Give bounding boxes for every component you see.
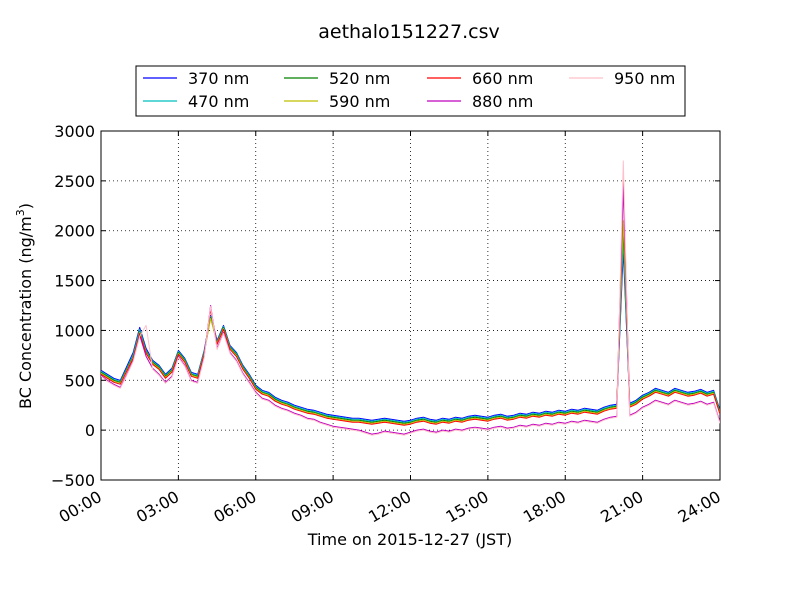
x-tick-label: 06:00 — [210, 487, 259, 527]
plot-area: −500 0 500 1000 1500 2000 2500 3000 00:00 03:00 0… — [51, 122, 724, 527]
y-axis-label-main: BC Concentration (ng/m — [16, 216, 35, 409]
series-line-950-nm — [101, 160, 720, 436]
legend-label: 470 nm — [188, 92, 249, 111]
y-tick-label: 3000 — [54, 122, 95, 141]
legend: 370 nm 470 nm 520 nm 590 nm 660 nm 880 nm 950 … — [135, 65, 686, 117]
y-tick-label: 500 — [64, 371, 95, 390]
y-axis-label: BC Concentration (ng/m3) — [14, 203, 35, 409]
y-axis: −500 0 500 1000 1500 2000 2500 3000 — [51, 122, 720, 490]
chart-title: aethalo151227.csv — [318, 21, 500, 43]
legend-label: 370 nm — [188, 69, 249, 88]
x-tick-label: 21:00 — [597, 487, 646, 527]
y-tick-label: 2000 — [54, 222, 95, 241]
y-tick-label: 2500 — [54, 172, 95, 191]
x-tick-label: 12:00 — [365, 487, 414, 527]
y-axis-label-sup: 3 — [14, 209, 27, 216]
x-tick-label: 03:00 — [133, 487, 182, 527]
y-tick-label: 0 — [85, 421, 95, 440]
y-axis-label-close: ) — [16, 203, 35, 209]
legend-label: 520 nm — [329, 69, 390, 88]
x-tick-label: 18:00 — [520, 487, 569, 527]
legend-label: 590 nm — [329, 92, 390, 111]
legend-label: 950 nm — [614, 69, 675, 88]
legend-label: 880 nm — [472, 92, 533, 111]
y-tick-label: 1000 — [54, 321, 95, 340]
x-tick-label: 00:00 — [56, 487, 105, 527]
series-lines — [101, 160, 720, 436]
x-axis-label: Time on 2015-12-27 (JST) — [307, 530, 512, 549]
y-tick-label: −500 — [51, 471, 95, 490]
x-tick-label: 09:00 — [288, 487, 337, 527]
x-tick-label: 24:00 — [675, 487, 724, 527]
legend-label: 660 nm — [472, 69, 533, 88]
legend-box — [135, 65, 686, 117]
x-tick-label: 15:00 — [442, 487, 491, 527]
y-tick-label: 1500 — [54, 272, 95, 291]
